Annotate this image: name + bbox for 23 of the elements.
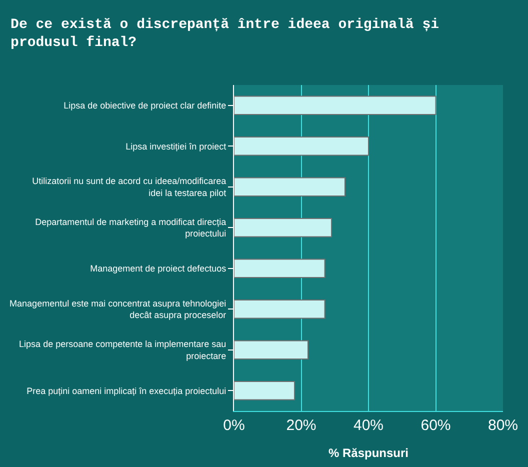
x-tick-label: 40% — [353, 417, 384, 434]
x-axis-title: % Răspunsuri — [328, 446, 409, 460]
bar — [234, 340, 308, 360]
x-tick-label: 20% — [286, 417, 316, 434]
x-tick-label: 60% — [420, 417, 451, 434]
chart-title: De ce există o discrepanță între ideea originală și produsul final? — [10, 17, 440, 52]
y-tick-label: Lipsa investiției în proiect — [126, 141, 227, 152]
y-tick-label: Departamentul de marketing a modificat direcția proiectului — [35, 216, 226, 239]
bar — [234, 136, 369, 156]
x-tick-label: 80% — [488, 417, 518, 434]
y-tick-label: Management de proiect defectuos — [90, 264, 227, 274]
bar — [234, 96, 436, 116]
y-tick-label: Prea puțini oameni implicați în execuția proiectului — [26, 386, 226, 396]
bar — [234, 258, 326, 278]
bar — [234, 218, 332, 238]
y-tick-label: Managementul este mai concentrat asupra tehnologiei decât asupra proceselor — [10, 298, 226, 320]
y-tick-label: Lipsa de obiective de proiect clar definite — [64, 100, 226, 111]
x-tick-label: 0% — [223, 417, 245, 434]
bar — [234, 380, 296, 400]
y-tick-label: Lipsa de persoane competente la implementare sau proiectare — [19, 339, 226, 361]
bar — [234, 177, 346, 197]
bar — [234, 299, 326, 319]
y-tick-label: Utilizatorii nu sunt de acord cu ideea/modificarea idei la testarea pilot — [32, 176, 227, 198]
